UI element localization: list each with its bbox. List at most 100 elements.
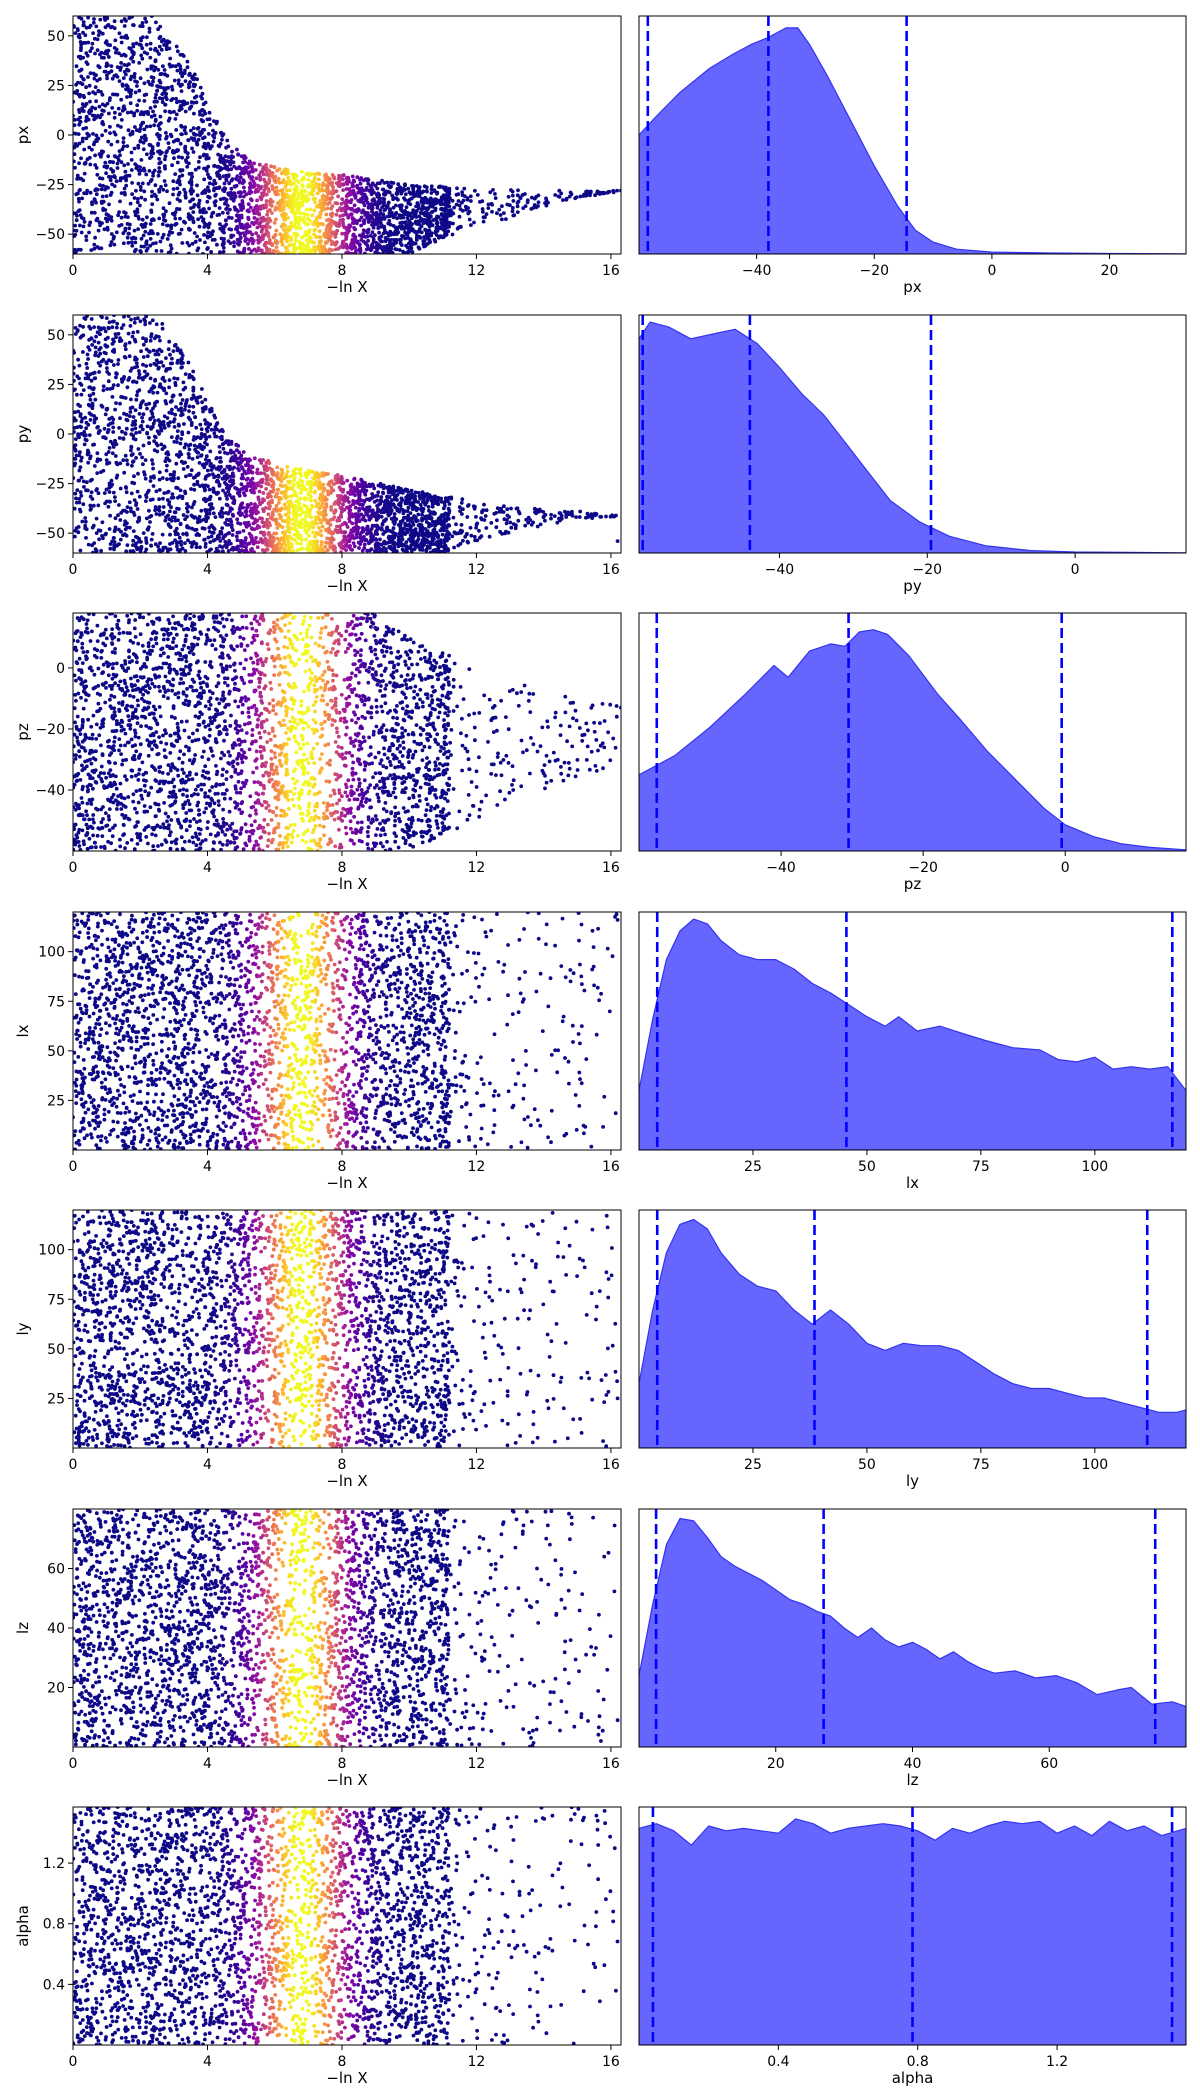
sample-point — [267, 178, 272, 183]
sample-point — [326, 176, 331, 181]
sample-point — [138, 203, 142, 208]
sample-point — [92, 420, 97, 425]
sample-point — [122, 104, 126, 109]
sample-point — [90, 46, 94, 50]
sample-point — [89, 490, 94, 495]
sample-point — [198, 155, 202, 160]
sample-point — [224, 200, 228, 205]
sample-point — [311, 178, 316, 183]
sample-point — [183, 372, 188, 376]
sample-point — [414, 236, 419, 240]
sample-point — [205, 550, 209, 553]
sample-point — [133, 162, 138, 167]
sample-point — [323, 517, 328, 522]
sample-point — [179, 227, 184, 232]
sample-point — [523, 523, 528, 528]
sample-point — [321, 197, 325, 201]
sample-point — [368, 233, 373, 238]
sample-point — [373, 184, 378, 188]
sample-point — [129, 448, 133, 453]
sample-point — [126, 128, 131, 133]
sample-point — [77, 16, 81, 20]
sample-point — [163, 166, 168, 171]
sample-point — [233, 207, 238, 212]
sample-point — [521, 206, 526, 211]
sample-point — [317, 235, 322, 239]
sample-point — [125, 505, 130, 509]
sample-point — [227, 215, 231, 220]
sample-point — [118, 68, 123, 72]
sample-point — [167, 40, 172, 44]
sample-point — [315, 216, 319, 221]
sample-point — [165, 477, 169, 482]
sample-point — [313, 200, 317, 205]
sample-point — [552, 514, 557, 518]
sample-point — [454, 522, 458, 527]
sample-point — [81, 126, 86, 131]
sample-point — [486, 206, 491, 211]
sample-point — [399, 507, 403, 511]
sample-point — [257, 162, 262, 167]
sample-point — [105, 63, 110, 67]
sample-point — [567, 194, 572, 199]
sample-point — [186, 360, 191, 365]
sample-point — [178, 231, 182, 236]
sample-point — [92, 76, 97, 81]
sample-point — [382, 224, 387, 229]
sample-point — [398, 221, 403, 225]
sample-point — [399, 243, 404, 248]
sample-point — [516, 188, 520, 193]
sample-point — [374, 210, 379, 215]
sample-point — [94, 218, 99, 223]
sample-point — [188, 199, 192, 204]
sample-point — [564, 197, 569, 202]
sample-point — [141, 462, 145, 467]
sample-point — [108, 131, 112, 136]
sample-point — [366, 217, 371, 222]
sample-point — [341, 177, 345, 182]
sample-point — [179, 123, 184, 128]
sample-point — [158, 239, 163, 244]
sample-point — [398, 185, 402, 190]
sample-point — [104, 316, 109, 320]
sample-point — [375, 213, 380, 218]
sample-point — [157, 127, 162, 131]
sample-point — [266, 231, 271, 236]
sample-point — [386, 221, 391, 226]
sample-point — [375, 247, 380, 252]
sample-point — [147, 169, 152, 173]
sample-point — [272, 221, 277, 225]
sample-point — [191, 131, 196, 136]
sample-point — [192, 136, 197, 141]
sample-point — [379, 495, 384, 499]
sample-point — [100, 92, 105, 97]
sample-point — [140, 217, 145, 222]
sample-point — [105, 73, 109, 78]
sample-point — [145, 406, 149, 411]
sample-point — [137, 42, 142, 47]
sample-point — [187, 251, 191, 254]
sample-point — [127, 222, 132, 227]
sample-point — [467, 209, 472, 214]
sample-point — [126, 231, 131, 236]
sample-point — [370, 181, 375, 186]
sample-point — [218, 251, 223, 254]
sample-point — [378, 208, 383, 213]
sample-point — [217, 496, 222, 501]
sample-point — [416, 203, 421, 207]
sample-point — [140, 427, 145, 432]
sample-point — [175, 148, 179, 153]
sample-point — [406, 245, 411, 250]
sample-point — [137, 430, 142, 434]
sample-point — [288, 188, 292, 193]
sample-point — [76, 196, 81, 201]
sample-point — [241, 194, 246, 199]
sample-point — [178, 71, 183, 75]
sample-point — [253, 190, 258, 194]
sample-point — [387, 211, 392, 215]
sample-point — [403, 198, 408, 202]
sample-point — [132, 111, 137, 116]
sample-point — [356, 190, 361, 195]
sample-point — [419, 191, 424, 195]
sample-point — [317, 229, 322, 234]
